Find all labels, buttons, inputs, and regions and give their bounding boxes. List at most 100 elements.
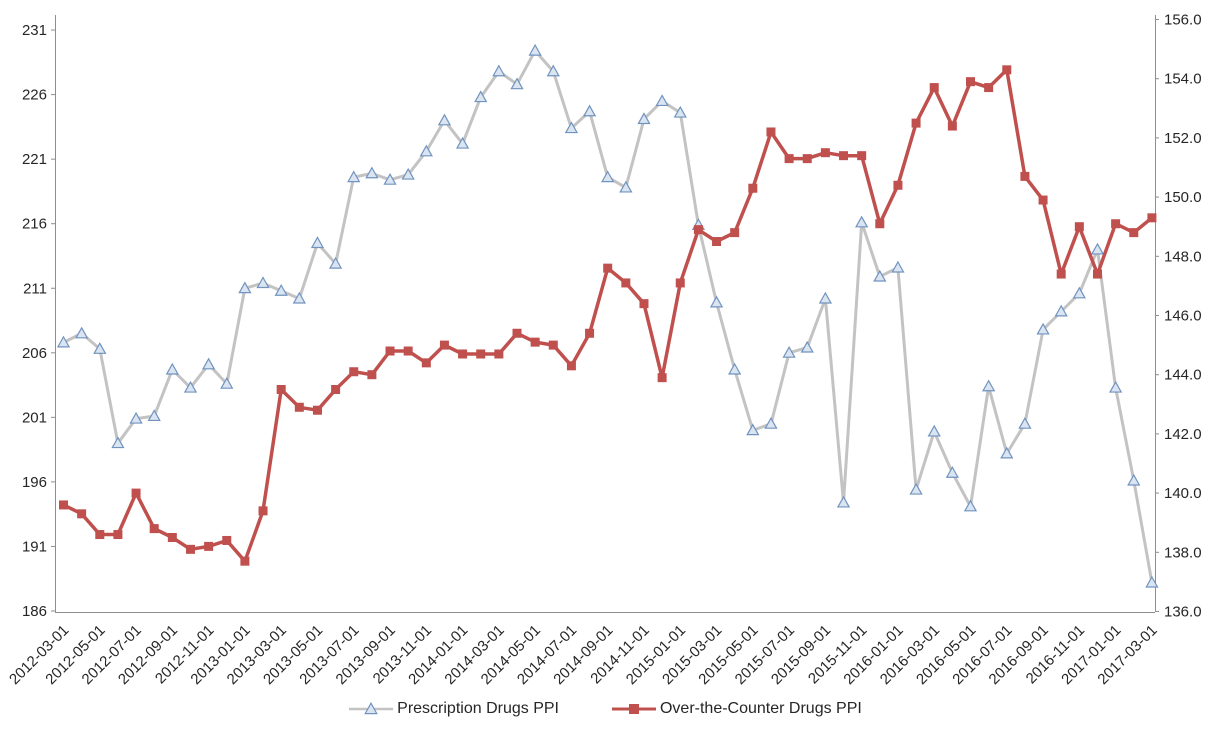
square-marker-icon	[802, 154, 812, 164]
triangle-marker-icon	[836, 495, 851, 508]
dual-axis-line-chart: 186 191 196 201 206 211 216 221 226 231 136.0 138.0…	[6, 12, 1202, 689]
square-marker-icon	[585, 328, 595, 338]
square-marker-icon	[893, 180, 903, 190]
triangle-marker-icon	[619, 180, 633, 193]
triangle-marker-icon	[365, 166, 379, 179]
series-over-the-counter-drugs-ppi	[59, 65, 1157, 566]
triangle-marker-icon	[564, 121, 579, 134]
right-axis-tick-label: 150.0	[1164, 189, 1202, 206]
legend-item-prescription-drugs-ppi: Prescription Drugs PPI	[348, 700, 559, 718]
triangle-marker-icon	[963, 499, 978, 512]
square-marker-icon	[947, 121, 957, 131]
square-marker-icon	[403, 346, 413, 356]
square-marker-icon	[1038, 195, 1048, 205]
triangle-marker-icon	[1127, 473, 1141, 486]
left-axis-tick-label: 206	[22, 345, 47, 362]
triangle-marker-icon	[728, 362, 742, 375]
square-marker-icon	[276, 385, 286, 394]
square-marker-icon	[439, 340, 449, 350]
triangle-marker-icon	[982, 379, 996, 392]
triangle-marker-icon	[528, 43, 542, 56]
triangle-marker-icon	[238, 281, 252, 294]
square-marker-icon	[385, 346, 395, 356]
triangle-marker-icon	[510, 77, 524, 90]
right-axis-tick-label: 152.0	[1164, 130, 1202, 147]
triangle-marker-icon	[1108, 380, 1123, 393]
left-axis-tick-label: 211	[23, 280, 47, 297]
square-marker-icon	[1129, 228, 1139, 238]
square-marker-icon	[1092, 269, 1102, 279]
triangle-marker-icon	[909, 482, 923, 495]
triangle-marker-icon	[855, 215, 869, 228]
triangle-marker-icon	[183, 380, 198, 393]
triangle-marker-icon	[782, 345, 796, 358]
square-marker-icon	[1020, 171, 1030, 181]
axes	[55, 15, 1156, 613]
square-marker-icon	[766, 127, 776, 137]
legend-item-otc-drugs-ppi: Over-the-Counter Drugs PPI	[611, 700, 862, 718]
left-axis-tick-label: 221	[22, 151, 47, 168]
square-marker-icon	[258, 506, 268, 516]
triangle-marker-icon	[93, 342, 107, 354]
square-marker-icon	[1056, 269, 1066, 279]
square-marker-icon	[839, 151, 849, 161]
square-marker-icon	[222, 535, 232, 545]
triangle-marker-icon	[474, 90, 488, 103]
right-axis-tick-label: 156.0	[1164, 12, 1202, 29]
square-marker-icon	[349, 367, 359, 377]
series-markers-prescription-drugs-ppi	[56, 43, 1159, 588]
square-marker-icon	[712, 237, 722, 246]
square-marker-icon	[1147, 213, 1157, 223]
right-axis-tick-label: 146.0	[1164, 308, 1202, 325]
square-marker-icon	[458, 349, 468, 359]
triangle-marker-icon	[546, 64, 560, 77]
square-marker-icon	[185, 544, 195, 554]
triangle-marker-icon	[1018, 416, 1032, 429]
triangle-marker-icon	[655, 94, 669, 107]
left-axis-tick-label: 226	[22, 87, 47, 104]
triangle-marker-icon	[147, 409, 161, 422]
triangle-marker-icon	[129, 411, 143, 424]
square-marker-icon	[621, 278, 631, 288]
square-marker-icon	[131, 488, 141, 498]
triangle-marker-icon	[582, 104, 597, 117]
triangle-marker-icon	[873, 269, 887, 282]
triangle-marker-icon	[601, 170, 615, 183]
series-line-over-the-counter-drugs-ppi	[61, 68, 1154, 563]
triangle-marker-icon	[201, 357, 216, 370]
left-axis-tick-label: 216	[22, 216, 47, 233]
right-axis-tick-label: 140.0	[1164, 485, 1202, 502]
otc-series-swatch	[611, 704, 656, 714]
square-marker-icon	[1111, 219, 1121, 229]
square-marker-icon	[857, 151, 867, 161]
series-line-prescription-drugs-ppi	[62, 49, 1154, 585]
right-axis-tick-label: 148.0	[1164, 248, 1202, 265]
triangle-marker-icon	[165, 362, 179, 375]
left-axis-tick-label: 186	[22, 603, 47, 620]
triangle-marker-icon	[292, 291, 306, 304]
left-axis-tick-label: 191	[22, 538, 47, 555]
triangle-marker-icon	[347, 170, 361, 183]
square-marker-icon	[59, 500, 68, 510]
triangle-marker-icon	[818, 291, 833, 304]
triangle-marker-icon	[800, 340, 814, 353]
triangle-marker-icon	[310, 236, 325, 249]
triangle-marker-icon	[437, 113, 452, 126]
square-marker-icon	[657, 373, 667, 383]
square-marker-icon	[929, 83, 939, 93]
square-marker-icon	[95, 530, 105, 540]
square-marker-icon	[820, 148, 830, 158]
triangle-marker-icon	[746, 423, 760, 436]
right-axis-tick-label: 154.0	[1164, 71, 1202, 88]
square-marker-icon	[530, 337, 540, 347]
right-axis: 136.0 138.0 140.0 142.0 144.0 146.0 148.0 150.0…	[1155, 12, 1202, 621]
square-marker-icon	[548, 340, 558, 350]
series-markers-over-the-counter-drugs-ppi	[59, 65, 1157, 566]
triangle-marker-icon	[1072, 286, 1086, 299]
triangle-marker-icon	[364, 701, 378, 715]
square-marker-icon	[1074, 222, 1084, 232]
right-axis-tick-label: 142.0	[1164, 426, 1202, 443]
triangle-marker-icon	[492, 64, 506, 77]
triangle-marker-icon	[256, 276, 270, 289]
